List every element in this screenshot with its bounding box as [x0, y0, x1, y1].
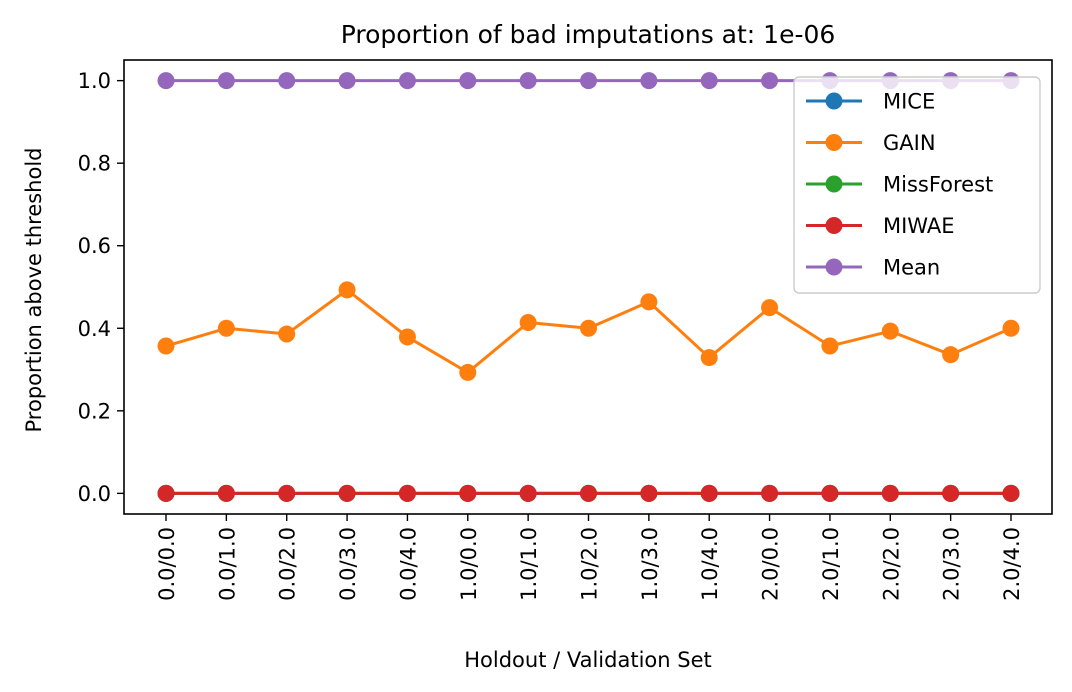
data-point — [157, 72, 175, 90]
data-point — [338, 484, 356, 502]
data-point — [700, 484, 718, 502]
data-point — [942, 484, 960, 502]
legend-swatch-marker — [825, 258, 843, 276]
data-point — [338, 281, 356, 299]
data-point — [157, 337, 175, 355]
legend-swatch-marker — [825, 217, 843, 234]
data-point — [398, 72, 416, 90]
x-tick-label: 0.0/1.0 — [215, 527, 239, 601]
legend-label: GAIN — [883, 131, 936, 155]
x-tick-label: 1.0/2.0 — [578, 527, 602, 601]
x-tick-label: 2.0/1.0 — [819, 527, 843, 601]
y-tick-label: 1.0 — [78, 69, 111, 93]
legend-frame — [793, 76, 1041, 294]
chart-title: Proportion of bad imputations at: 1e-06 — [341, 20, 836, 49]
legend-label: MICE — [883, 90, 935, 114]
data-point — [459, 72, 477, 90]
data-point — [217, 319, 235, 337]
y-tick-label: 0.4 — [78, 317, 111, 341]
data-point — [519, 484, 537, 502]
data-point — [278, 72, 296, 90]
legend-label: MIWAE — [883, 214, 955, 238]
data-point — [398, 484, 416, 502]
data-point — [700, 349, 718, 367]
legend-item-mice: MICE — [806, 90, 935, 114]
data-point — [459, 363, 477, 381]
data-point — [278, 325, 296, 343]
data-point — [700, 72, 718, 90]
data-point — [761, 72, 779, 90]
plot-frame — [123, 59, 1053, 515]
data-point — [580, 72, 597, 90]
data-point — [821, 484, 839, 502]
data-point — [580, 484, 597, 502]
legend-swatch-marker — [825, 134, 843, 151]
x-tick-label: 2.0/2.0 — [879, 527, 903, 601]
x-tick-label: 2.0/3.0 — [940, 527, 964, 601]
data-point — [338, 72, 356, 90]
x-tick-label: 1.0/1.0 — [517, 527, 541, 601]
data-point — [942, 346, 960, 364]
data-point — [821, 337, 839, 355]
x-tick-label: 1.0/3.0 — [638, 527, 662, 601]
data-point — [640, 72, 658, 90]
data-point — [459, 484, 477, 502]
x-axis-label: Holdout / Validation Set — [464, 648, 711, 672]
data-point — [580, 319, 597, 337]
y-axis: 0.0 0.2 0.4 0.6 0.8 1.0 — [78, 69, 124, 506]
legend-item-mean: Mean — [806, 256, 940, 280]
legend-item-gain: GAIN — [806, 131, 936, 155]
legend-label: MissForest — [883, 173, 993, 197]
y-tick-label: 0.6 — [78, 234, 111, 258]
x-tick-label: 1.0/0.0 — [457, 527, 481, 601]
legend-item-miwae: MIWAE — [806, 214, 955, 238]
x-tick-label: 0.0/3.0 — [336, 527, 360, 601]
x-axis: 0.0/0.0 0.0/1.0 0.0/2.0 0.0/3.0 0.0/4.0 1.0/0… — [155, 514, 1024, 601]
y-tick-label: 0.8 — [78, 152, 111, 176]
legend-swatch-marker — [825, 175, 843, 193]
x-tick-label: 2.0/4.0 — [1000, 527, 1024, 601]
data-point — [881, 322, 899, 340]
data-point — [157, 484, 175, 502]
x-tick-label: 1.0/4.0 — [698, 527, 722, 601]
x-tick-label: 0.0/0.0 — [155, 527, 179, 601]
y-tick-label: 0.2 — [78, 399, 111, 423]
y-axis-label: Proportion above threshold — [22, 148, 46, 433]
x-tick-label: 0.0/2.0 — [276, 527, 300, 601]
data-point — [1002, 484, 1020, 502]
legend-item-missforest: MissForest — [806, 173, 993, 197]
x-tick-label: 2.0/0.0 — [759, 527, 783, 601]
data-point — [640, 484, 658, 502]
data-point — [761, 484, 779, 502]
x-tick-label: 0.0/4.0 — [396, 527, 420, 601]
data-point — [519, 72, 537, 90]
data-point — [881, 484, 899, 502]
data-point — [398, 328, 416, 346]
series-gain — [157, 281, 1020, 381]
series-miwae — [157, 484, 1020, 502]
data-point — [519, 313, 537, 331]
data-point — [217, 484, 235, 502]
legend: MICE GAIN MissForest MIWAE Mean — [793, 76, 1041, 294]
data-point — [278, 484, 296, 502]
y-tick-label: 0.0 — [78, 482, 111, 506]
data-point — [761, 299, 779, 317]
legend-label: Mean — [883, 256, 940, 280]
data-point — [217, 72, 235, 90]
legend-swatch-marker — [825, 92, 843, 110]
data-point — [640, 293, 658, 311]
data-point — [1002, 319, 1020, 337]
